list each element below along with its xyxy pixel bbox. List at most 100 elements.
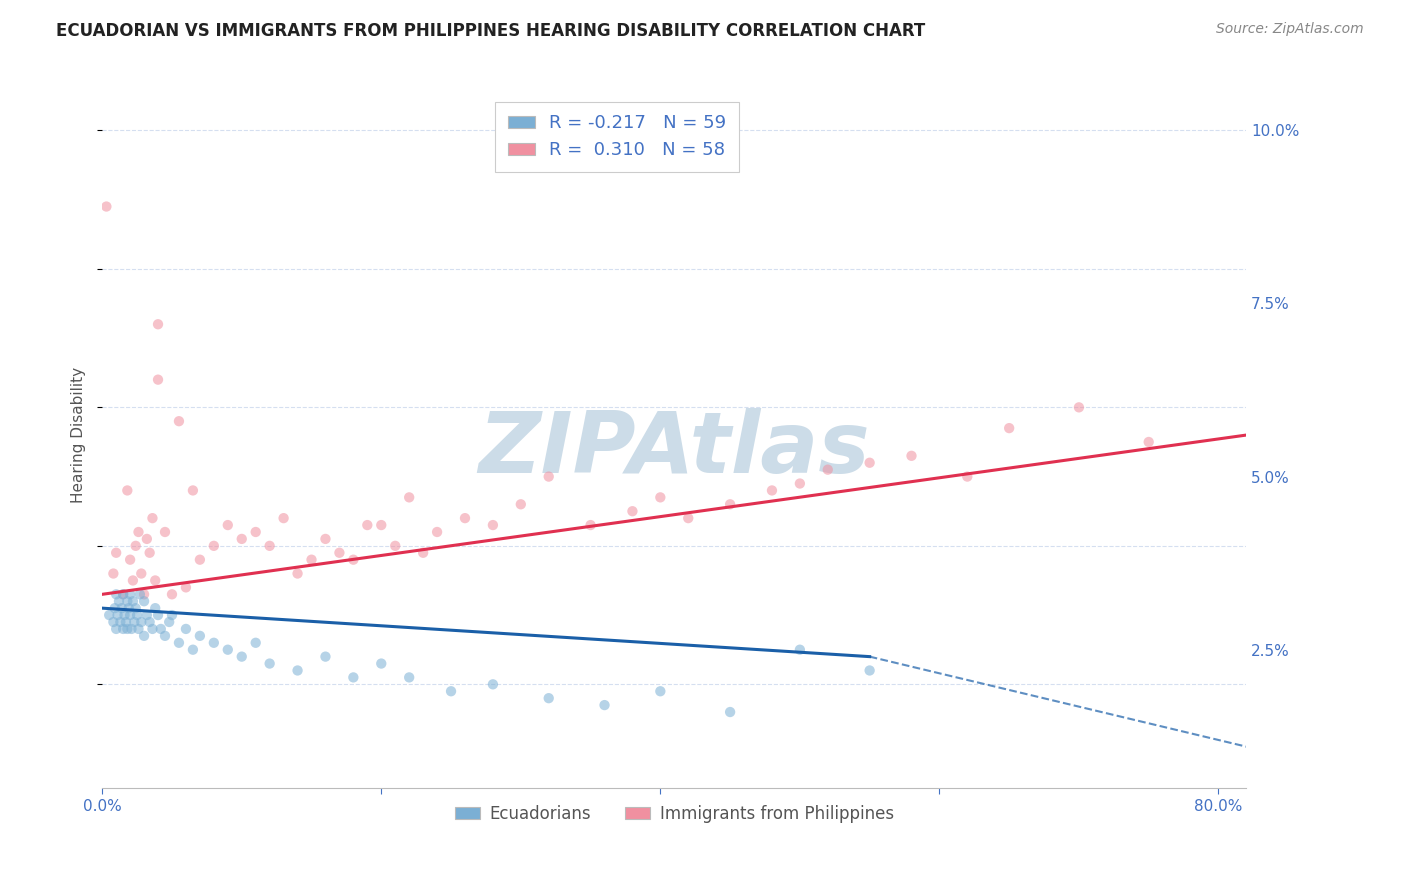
Point	[117, 594, 139, 608]
Point	[859, 456, 882, 470]
Point	[129, 615, 152, 629]
Point	[174, 622, 197, 636]
Point	[1067, 401, 1090, 415]
Point	[202, 636, 225, 650]
Point	[509, 497, 531, 511]
Y-axis label: Hearing Disability: Hearing Disability	[72, 367, 86, 503]
Point	[956, 469, 979, 483]
Point	[138, 615, 160, 629]
Point	[482, 677, 505, 691]
Point	[112, 622, 135, 636]
Point	[1137, 434, 1160, 449]
Point	[301, 552, 323, 566]
Point	[998, 421, 1021, 435]
Point	[157, 615, 180, 629]
Point	[482, 518, 505, 533]
Point	[328, 546, 350, 560]
Point	[98, 608, 121, 623]
Point	[128, 587, 150, 601]
Point	[160, 608, 183, 623]
Point	[231, 532, 253, 546]
Point	[370, 518, 392, 533]
Point	[138, 546, 160, 560]
Point	[132, 629, 155, 643]
Point	[132, 587, 155, 601]
Point	[287, 664, 309, 678]
Point	[112, 587, 135, 601]
Point	[621, 504, 644, 518]
Point	[103, 615, 125, 629]
Point	[245, 524, 267, 539]
Point	[650, 491, 672, 505]
Point	[132, 594, 155, 608]
Point	[105, 546, 128, 560]
Point	[342, 552, 364, 566]
Point	[789, 476, 811, 491]
Point	[122, 574, 145, 588]
Point	[537, 691, 560, 706]
Point	[141, 622, 163, 636]
Point	[114, 608, 136, 623]
Point	[120, 587, 142, 601]
Point	[146, 373, 169, 387]
Point	[118, 601, 141, 615]
Point	[125, 601, 148, 615]
Point	[678, 511, 700, 525]
Point	[287, 566, 309, 581]
Point	[104, 601, 127, 615]
Point	[900, 449, 922, 463]
Point	[167, 636, 190, 650]
Point	[342, 670, 364, 684]
Point	[110, 615, 132, 629]
Point	[188, 552, 211, 566]
Point	[124, 615, 146, 629]
Point	[202, 539, 225, 553]
Point	[135, 532, 157, 546]
Point	[96, 200, 118, 214]
Point	[153, 524, 176, 539]
Point	[111, 601, 134, 615]
Point	[398, 670, 420, 684]
Point	[143, 601, 166, 615]
Point	[273, 511, 295, 525]
Point	[817, 463, 839, 477]
Point	[259, 539, 281, 553]
Point	[167, 414, 190, 428]
Point	[454, 511, 477, 525]
Point	[245, 636, 267, 650]
Point	[153, 629, 176, 643]
Point	[141, 511, 163, 525]
Point	[231, 649, 253, 664]
Point	[129, 566, 152, 581]
Point	[121, 622, 143, 636]
Point	[107, 608, 129, 623]
Point	[537, 469, 560, 483]
Point	[579, 518, 602, 533]
Point	[174, 581, 197, 595]
Point	[259, 657, 281, 671]
Text: ECUADORIAN VS IMMIGRANTS FROM PHILIPPINES HEARING DISABILITY CORRELATION CHART: ECUADORIAN VS IMMIGRANTS FROM PHILIPPINE…	[56, 22, 925, 40]
Point	[384, 539, 406, 553]
Point	[108, 594, 131, 608]
Text: Source: ZipAtlas.com: Source: ZipAtlas.com	[1216, 22, 1364, 37]
Point	[122, 594, 145, 608]
Point	[105, 622, 128, 636]
Point	[120, 552, 142, 566]
Point	[398, 491, 420, 505]
Point	[127, 608, 149, 623]
Legend: Ecuadorians, Immigrants from Philippines: Ecuadorians, Immigrants from Philippines	[449, 798, 900, 830]
Point	[112, 587, 135, 601]
Point	[761, 483, 783, 498]
Point	[105, 587, 128, 601]
Point	[143, 574, 166, 588]
Point	[718, 497, 741, 511]
Point	[789, 642, 811, 657]
Point	[181, 483, 204, 498]
Point	[217, 642, 239, 657]
Point	[120, 608, 142, 623]
Point	[117, 483, 139, 498]
Point	[127, 524, 149, 539]
Point	[149, 622, 172, 636]
Point	[103, 566, 125, 581]
Text: ZIPAtlas: ZIPAtlas	[478, 408, 870, 491]
